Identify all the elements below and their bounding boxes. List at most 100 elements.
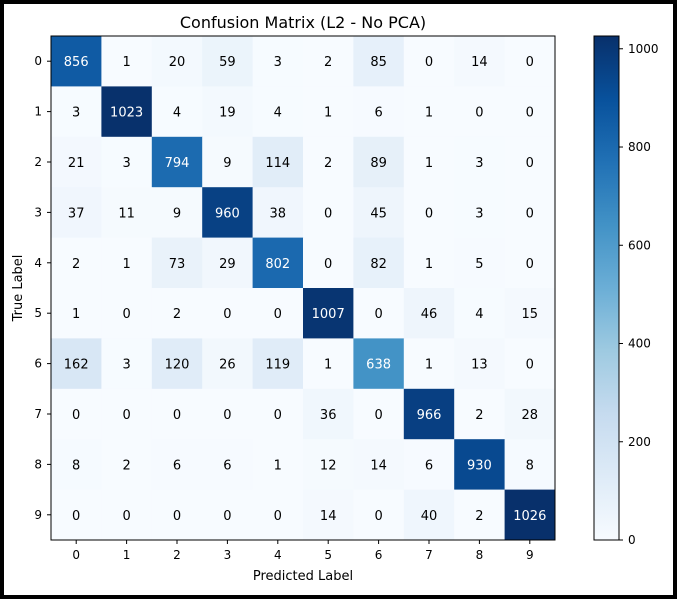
cell-value: 0	[526, 206, 534, 221]
cell-value: 0	[223, 408, 231, 423]
heatmap-cell	[454, 237, 506, 289]
cell-value: 6	[374, 106, 382, 121]
cell-value: 85	[370, 55, 387, 70]
heatmap-cell	[252, 86, 304, 138]
cell-value: 3	[475, 156, 483, 171]
cell-value: 13	[471, 358, 488, 373]
y-tick-label: 2	[34, 155, 42, 169]
heatmap-cell	[202, 36, 254, 87]
cell-value: 28	[522, 408, 539, 423]
cell-value: 1	[324, 358, 332, 373]
colorbar-ticks: 0 200 400 600 800 1000	[619, 42, 659, 547]
cell-value: 3	[274, 55, 282, 70]
x-tick-label: 6	[375, 548, 383, 562]
cell-value: 1	[274, 458, 282, 473]
cell-value: 6	[223, 458, 231, 473]
cell-value: 40	[421, 509, 438, 524]
cell-value: 0	[173, 408, 181, 423]
cell-value: 2	[72, 257, 80, 272]
heatmap-cell	[353, 136, 405, 188]
x-tick-label: 8	[476, 548, 484, 562]
heatmap-cell	[202, 136, 254, 188]
heatmap-cell	[51, 237, 102, 289]
x-tick-label: 1	[123, 548, 131, 562]
heatmap-cell	[504, 489, 556, 541]
heatmap-cell	[252, 36, 304, 87]
cell-value: 2	[324, 156, 332, 171]
heatmap-cell	[101, 338, 153, 390]
heatmap-cell	[353, 338, 405, 390]
cell-value: 0	[72, 408, 80, 423]
heatmap-cell	[202, 237, 254, 289]
heatmap-cell	[403, 439, 455, 491]
cell-value: 0	[526, 257, 534, 272]
cell-value: 0	[475, 106, 483, 121]
heatmap-cell	[101, 237, 153, 289]
cell-value: 2	[475, 408, 483, 423]
heatmap-cell	[51, 36, 102, 87]
heatmap-cell	[202, 86, 254, 138]
cell-value: 930	[467, 458, 492, 473]
heatmap-cell	[454, 338, 506, 390]
x-axis-ticks: 0 1 2 3 4 5 6 7 8 9	[72, 540, 534, 562]
cell-value: 46	[421, 307, 438, 322]
heatmap-cell	[353, 237, 405, 289]
heatmap-cell	[151, 338, 203, 390]
cell-value: 38	[270, 206, 287, 221]
heatmap-cell	[303, 187, 354, 239]
cell-value: 3	[122, 358, 130, 373]
y-tick-label: 1	[34, 105, 42, 119]
y-axis-ticks: 0 1 2 3 4 5 6 7 8 9	[34, 54, 51, 522]
cell-value: 0	[122, 509, 130, 524]
cell-value: 0	[223, 509, 231, 524]
heatmap-cell	[403, 288, 455, 339]
cell-value: 14	[320, 509, 337, 524]
heatmap-cell	[252, 388, 304, 440]
heatmap-cell	[252, 288, 304, 339]
heatmap-cell	[101, 36, 153, 87]
cell-value: 19	[219, 106, 236, 121]
cell-value: 1	[324, 106, 332, 121]
cell-value: 114	[265, 156, 290, 171]
heatmap-cell	[454, 489, 506, 541]
heatmap-cell	[403, 86, 455, 138]
cell-value: 9	[173, 206, 181, 221]
cell-value: 82	[370, 257, 387, 272]
y-axis-label: True Label	[11, 255, 26, 323]
heatmap-cell	[51, 388, 102, 440]
heatmap-cell	[353, 439, 405, 491]
heatmap-cell	[101, 187, 153, 239]
heatmap-cell	[504, 187, 556, 239]
cell-value: 1	[425, 106, 433, 121]
heatmap-cell	[303, 388, 354, 440]
heatmap-cell	[51, 338, 102, 390]
heatmap-cell	[252, 237, 304, 289]
heatmap-cell	[454, 136, 506, 188]
cell-value: 0	[223, 307, 231, 322]
cell-value: 856	[64, 55, 89, 70]
heatmap-cell	[454, 388, 506, 440]
chart-title: Confusion Matrix (L2 - No PCA)	[180, 13, 426, 32]
cell-value: 0	[374, 509, 382, 524]
cell-value: 14	[471, 55, 488, 70]
cell-value: 0	[425, 206, 433, 221]
heatmap-cells	[51, 36, 556, 541]
cell-value: 794	[165, 156, 190, 171]
heatmap-cell	[202, 388, 254, 440]
cell-value: 0	[324, 206, 332, 221]
heatmap-cell	[303, 237, 354, 289]
heatmap-cell	[151, 36, 203, 87]
cell-value: 59	[219, 55, 236, 70]
cell-value: 1	[425, 358, 433, 373]
cell-value: 2	[324, 55, 332, 70]
y-tick-label: 6	[34, 357, 42, 371]
x-tick-label: 3	[224, 548, 232, 562]
heatmap-cell	[51, 489, 102, 541]
heatmap-cell	[403, 187, 455, 239]
colorbar-tick-label: 1000	[628, 42, 659, 56]
heatmap-cell	[202, 338, 254, 390]
cell-value: 1	[72, 307, 80, 322]
heatmap-cell	[353, 489, 405, 541]
cell-value: 8	[526, 458, 534, 473]
cell-value: 0	[374, 408, 382, 423]
